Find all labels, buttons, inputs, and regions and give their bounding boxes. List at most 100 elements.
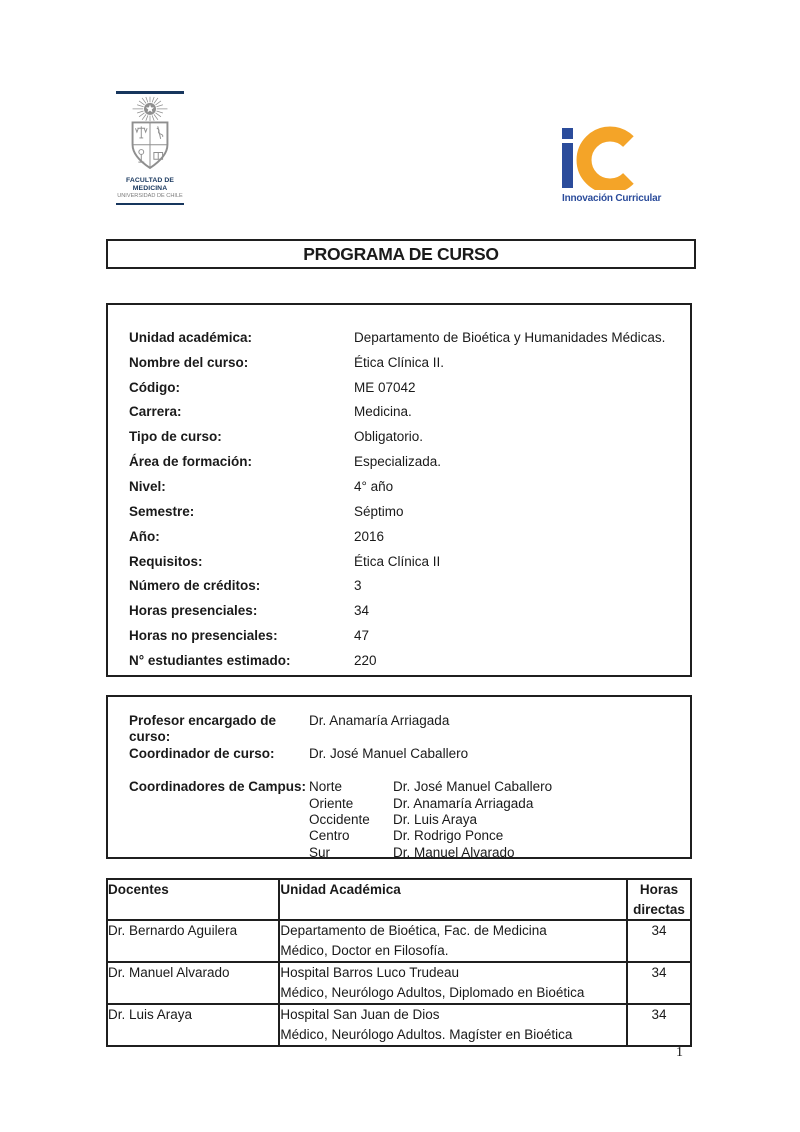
cell-unidad: Hospital San Juan de Dios Médico, Neuról… bbox=[278, 1003, 629, 1047]
field-row: Código: ME 07042 bbox=[129, 375, 690, 400]
field-row: Tipo de curso: Obligatorio. bbox=[129, 424, 690, 449]
field-value: 47 bbox=[354, 628, 370, 644]
field-value: Especializada. bbox=[354, 454, 442, 470]
field-label: Código: bbox=[129, 379, 180, 395]
table-row: Dr. Bernardo Aguilera Departamento de Bi… bbox=[105, 919, 692, 963]
header-horas-line2: directas bbox=[633, 901, 685, 917]
university-logo: FACULTAD DE MEDICINA UNIVERSIDAD DE CHIL… bbox=[115, 91, 185, 205]
field-label: Nivel: bbox=[129, 478, 166, 494]
course-info-box: Unidad académica: Departamento de Bioétic… bbox=[106, 303, 692, 677]
header-docentes: Docentes bbox=[105, 878, 281, 921]
field-row: Unidad académica: Departamento de Bioétic… bbox=[129, 325, 690, 350]
field-value: Departamento de Bioética y Humanidades M… bbox=[354, 329, 666, 345]
field-value: Séptimo bbox=[354, 503, 404, 519]
cell-docente: Dr. Manuel Alvarado bbox=[105, 961, 281, 1005]
cell-horas: 34 bbox=[626, 1003, 692, 1047]
table-header-row: Docentes Unidad Académica Horas directas bbox=[105, 878, 692, 921]
campus-name: Centro bbox=[309, 828, 350, 844]
staff-label: Profesor encargado de curso: bbox=[129, 713, 277, 745]
campus-coordinator: Dr. Luis Araya bbox=[393, 812, 478, 828]
field-row: Nivel: 4° año bbox=[129, 474, 690, 499]
campus-coordinator: Dr. Rodrigo Ponce bbox=[393, 828, 504, 844]
cell-docente: Dr. Luis Araya bbox=[105, 1003, 281, 1047]
campus-rows: Norte Dr. José Manuel Caballero Oriente Dr… bbox=[309, 779, 690, 861]
field-value: Medicina. bbox=[354, 404, 412, 420]
field-row: Horas no presenciales: 47 bbox=[129, 623, 690, 648]
field-label: Área de formación: bbox=[129, 454, 253, 470]
field-row: Carrera: Medicina. bbox=[129, 400, 690, 425]
field-label: Requisitos: bbox=[129, 553, 203, 569]
field-row: Requisitos: Ética Clínica II bbox=[129, 549, 690, 574]
field-label: Número de créditos: bbox=[129, 578, 261, 594]
unidad-line2: Médico, Neurólogo Adultos. Magíster en B… bbox=[280, 1026, 573, 1042]
field-row: Área de formación: Especializada. bbox=[129, 449, 690, 474]
field-label: Unidad académica: bbox=[129, 329, 253, 345]
ic-monogram-icon bbox=[562, 126, 634, 194]
field-label: Carrera: bbox=[129, 404, 182, 420]
unidad-line1: Hospital San Juan de Dios bbox=[280, 1007, 440, 1022]
table-row: Dr. Luis Araya Hospital San Juan de Dios… bbox=[105, 1003, 692, 1047]
cell-horas: 34 bbox=[626, 961, 692, 1005]
campus-coordinator: Dr. José Manuel Caballero bbox=[393, 779, 553, 795]
campus-row: Occidente Dr. Luis Araya bbox=[309, 812, 690, 828]
field-value: ME 07042 bbox=[354, 379, 416, 395]
field-value: 2016 bbox=[354, 528, 385, 544]
field-value: Ética Clínica II. bbox=[354, 354, 445, 370]
document-title: PROGRAMA DE CURSO bbox=[303, 243, 499, 264]
unidad-line2: Médico, Doctor en Filosofía. bbox=[280, 942, 449, 958]
field-row: Número de créditos: 3 bbox=[129, 573, 690, 598]
cell-horas: 34 bbox=[626, 919, 692, 963]
staff-box: Profesor encargado de curso: Dr. Anamaría… bbox=[106, 695, 692, 861]
document-title-box: PROGRAMA DE CURSO bbox=[106, 239, 696, 269]
unidad-line1: Departamento de Bioética, Fac. de Medici… bbox=[280, 923, 547, 938]
field-label: Año: bbox=[129, 528, 160, 544]
unidad-line2: Médico, Neurólogo Adultos, Diplomado en … bbox=[280, 984, 585, 1000]
field-value: Ética Clínica II bbox=[354, 553, 441, 569]
field-label: Horas presenciales: bbox=[129, 603, 258, 619]
logo-bottom-rule bbox=[116, 202, 184, 205]
field-value: 4° año bbox=[354, 478, 394, 494]
staff-row: Coordinador de curso: Dr. José Manuel Cab… bbox=[129, 746, 690, 762]
page-number: 1 bbox=[676, 1045, 683, 1060]
university-crest-icon bbox=[131, 96, 169, 169]
campus-name: Sur bbox=[309, 844, 331, 860]
header-horas-line1: Horas bbox=[639, 882, 679, 897]
field-label: Tipo de curso: bbox=[129, 429, 222, 445]
cell-docente: Dr. Bernardo Aguilera bbox=[105, 919, 281, 963]
staff-value: Dr. José Manuel Caballero bbox=[309, 745, 469, 761]
field-value: 220 bbox=[354, 652, 377, 668]
field-row: Horas presenciales: 34 bbox=[129, 598, 690, 623]
campus-row: Centro Dr. Rodrigo Ponce bbox=[309, 828, 690, 844]
field-row: Semestre: Séptimo bbox=[129, 499, 690, 524]
ic-caption: Innovación Curricular bbox=[562, 193, 662, 204]
unidad-line1: Hospital Barros Luco Trudeau bbox=[280, 965, 460, 980]
field-row: Año: 2016 bbox=[129, 524, 690, 549]
staff-value: Dr. Anamaría Arriagada bbox=[309, 713, 450, 728]
campus-row: Sur Dr. Manuel Alvarado bbox=[309, 845, 690, 861]
header-unidad-academica: Unidad Académica bbox=[278, 878, 629, 921]
campus-row: Norte Dr. José Manuel Caballero bbox=[309, 779, 690, 795]
table-row: Dr. Manuel Alvarado Hospital Barros Luco… bbox=[105, 961, 692, 1005]
field-label: N° estudiantes estimado: bbox=[129, 652, 291, 668]
campus-coordinators: Coordinadores de Campus: Norte Dr. José M… bbox=[129, 779, 690, 861]
campus-coordinator: Dr. Anamaría Arriagada bbox=[393, 795, 534, 811]
university-name: UNIVERSIDAD DE CHILE bbox=[117, 192, 183, 199]
innovacion-curricular-logo: Innovación Curricular bbox=[552, 126, 662, 204]
campus-name: Norte bbox=[309, 779, 343, 795]
campus-label: Coordinadores de Campus: bbox=[129, 779, 307, 795]
logo-top-rule bbox=[116, 91, 184, 94]
header-horas-directas: Horas directas bbox=[626, 878, 692, 921]
staff-label: Coordinador de curso: bbox=[129, 745, 275, 761]
campus-row: Oriente Dr. Anamaría Arriagada bbox=[309, 796, 690, 812]
docentes-table: Docentes Unidad Académica Horas directas… bbox=[105, 878, 692, 1047]
staff-row: Profesor encargado de curso: Dr. Anamaría… bbox=[129, 713, 690, 746]
field-row: N° estudiantes estimado: 220 bbox=[129, 648, 690, 673]
field-value: Obligatorio. bbox=[354, 429, 424, 445]
field-value: 34 bbox=[354, 603, 370, 619]
cell-unidad: Hospital Barros Luco Trudeau Médico, Neu… bbox=[278, 961, 629, 1005]
campus-name: Occidente bbox=[309, 812, 370, 828]
field-row: Nombre del curso: Ética Clínica II. bbox=[129, 350, 690, 375]
field-label: Nombre del curso: bbox=[129, 354, 249, 370]
field-label: Horas no presenciales: bbox=[129, 628, 278, 644]
